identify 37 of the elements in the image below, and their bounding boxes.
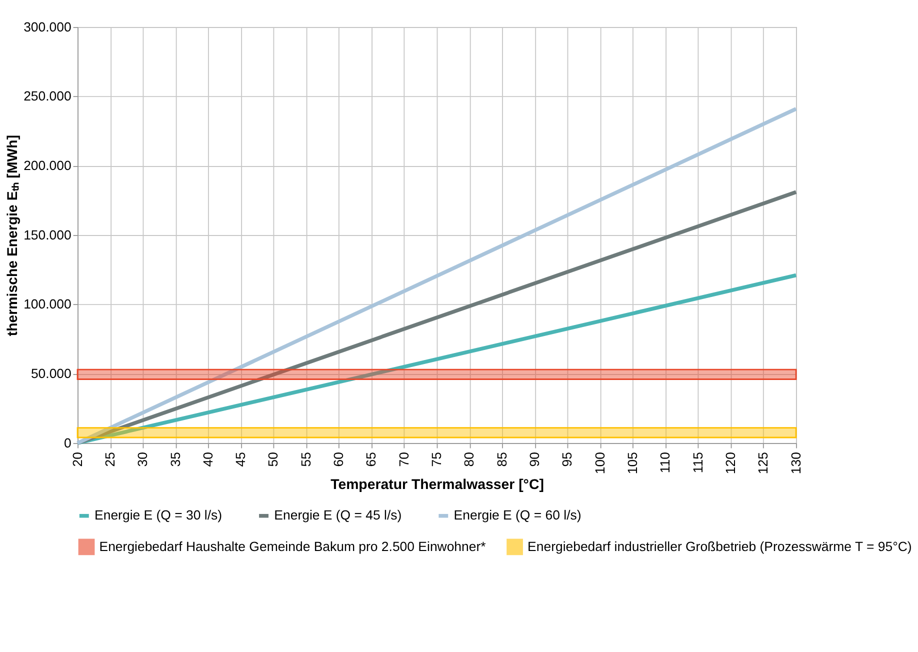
x-tick-label: 20 [70,452,85,467]
x-tick-label: 25 [102,452,118,467]
x-tick-label: 70 [396,452,412,467]
legend-label: Energiebedarf Haushalte Gemeinde Bakum pro 2.500 Einwohner* [99,538,486,554]
x-tick-label: 115 [690,452,706,474]
x-tick-label: 130 [788,452,804,474]
x-tick-label: 80 [462,452,477,467]
x-axis-title: Temperatur Thermalwasser [°C] [330,477,544,494]
x-tick-label: 105 [624,452,640,474]
x-tick-label: 100 [592,452,608,474]
y-tick-label: 0 [64,435,72,450]
x-tick-label: 50 [266,452,281,467]
x-tick-label: 75 [429,452,444,467]
x-tick-label: 120 [722,452,738,474]
x-tick-label: 30 [135,452,150,467]
x-tick-label: 110 [658,452,673,474]
legend-label: Energie E (Q = 45 l/s) [274,508,402,523]
legend-label: Energie E (Q = 60 l/s) [454,508,582,523]
x-tick-label: 85 [494,452,510,467]
legend-label: Energiebedarf industrieller Großbetrieb (Prozesswärme T = 95°C) [528,538,912,554]
x-tick-label: 55 [298,452,314,467]
x-tick-label: 65 [364,452,379,467]
x-tick-label: 35 [168,452,183,467]
y-tick-label: 150.000 [24,227,72,242]
legend-label: Energie E (Q = 30 l/s) [94,508,222,523]
y-axis-title: thermische Energie Eₜₕ [MWh] [4,134,21,336]
x-tick-label: 95 [560,452,575,467]
y-tick-label: 250.000 [24,88,72,104]
y-tick-label: 100.000 [24,296,72,312]
x-tick-label: 60 [331,452,346,467]
y-tick-label: 50.000 [30,366,72,381]
x-tick-label: 90 [527,452,542,467]
x-tick-label: 40 [200,452,216,467]
y-tick-label: 200.000 [24,158,72,173]
y-tick-label: 300.000 [24,19,72,34]
x-tick-label: 125 [756,452,771,474]
x-tick-label: 45 [233,452,248,467]
